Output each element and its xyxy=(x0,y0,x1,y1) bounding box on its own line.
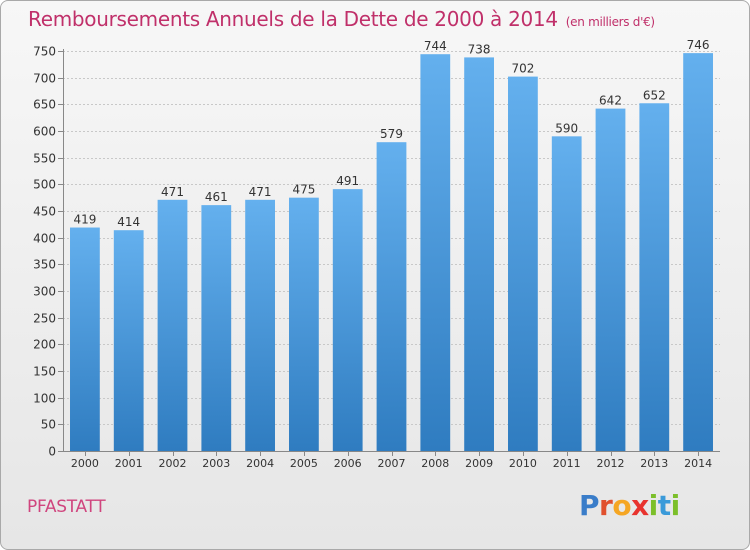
bar xyxy=(420,54,451,451)
x-tick-label: 2014 xyxy=(684,457,712,470)
logo-letter: i xyxy=(670,489,681,522)
x-tick-label: 2002 xyxy=(159,457,187,470)
bar xyxy=(376,142,407,451)
data-label: 471 xyxy=(161,185,184,199)
logo-letter: r xyxy=(599,489,613,522)
commune-name: PFASTATT xyxy=(27,497,106,517)
x-tick-label: 2001 xyxy=(115,457,143,470)
y-tick-label: 150 xyxy=(33,365,56,379)
x-tick-label: 2000 xyxy=(71,457,99,470)
bar xyxy=(113,230,144,451)
y-tick-label: 50 xyxy=(41,418,56,432)
data-label: 414 xyxy=(117,215,140,229)
logo-letter: P xyxy=(579,489,600,522)
x-tick-label: 2005 xyxy=(290,457,318,470)
logo-letter: i xyxy=(648,489,659,522)
y-tick-label: 200 xyxy=(33,338,56,352)
x-tick-label: 2006 xyxy=(334,457,362,470)
data-label: 746 xyxy=(687,38,710,52)
bar xyxy=(464,57,494,452)
x-tick-label: 2011 xyxy=(553,457,581,470)
y-tick-label: 500 xyxy=(33,178,56,192)
x-tick-label: 2003 xyxy=(202,457,230,470)
logo-letter: o xyxy=(612,489,632,522)
y-tick-label: 400 xyxy=(33,232,56,246)
y-tick-label: 550 xyxy=(33,152,56,166)
x-tick-label: 2010 xyxy=(509,457,537,470)
y-tick-label: 600 xyxy=(33,125,56,139)
y-tick-label: 100 xyxy=(33,392,56,406)
x-tick-label: 2012 xyxy=(597,457,625,470)
bar xyxy=(289,197,319,451)
data-label: 702 xyxy=(511,62,534,76)
y-tick-label: 700 xyxy=(33,72,56,86)
x-tick-label: 2008 xyxy=(421,457,449,470)
x-tick-label: 2009 xyxy=(465,457,493,470)
bar xyxy=(70,227,100,451)
data-label: 652 xyxy=(643,88,666,102)
bar xyxy=(683,53,713,452)
logo-letter: t xyxy=(657,489,671,522)
y-tick-label: 0 xyxy=(48,445,56,459)
data-label: 744 xyxy=(424,39,447,53)
bar xyxy=(332,189,363,451)
proxiti-logo: Proxiti xyxy=(579,489,680,522)
y-tick-label: 300 xyxy=(33,285,56,299)
chart-subtitle: (en milliers d'€) xyxy=(565,15,655,29)
chart-title: Remboursements Annuels de la Dette de 20… xyxy=(28,7,655,31)
x-tick-label: 2013 xyxy=(640,457,668,470)
x-tick-label: 2004 xyxy=(246,457,274,470)
bar xyxy=(245,199,275,451)
data-label: 461 xyxy=(205,190,228,204)
bar xyxy=(639,103,670,452)
data-label: 471 xyxy=(249,185,272,199)
bar xyxy=(157,199,188,451)
bar xyxy=(551,136,582,452)
x-tick-label: 2007 xyxy=(378,457,406,470)
y-tick-label: 250 xyxy=(33,312,56,326)
data-label: 579 xyxy=(380,127,403,141)
y-tick-label: 650 xyxy=(33,98,56,112)
chart-title-text: Remboursements Annuels de la Dette de 20… xyxy=(28,7,558,31)
data-label: 491 xyxy=(336,174,359,188)
logo-letter: x xyxy=(631,489,649,522)
bar xyxy=(595,108,626,451)
data-label: 419 xyxy=(73,213,96,227)
data-label: 642 xyxy=(599,94,622,108)
data-label: 738 xyxy=(468,42,491,56)
bar xyxy=(508,76,538,451)
data-label: 475 xyxy=(292,183,315,197)
y-tick-label: 750 xyxy=(33,45,56,59)
bar xyxy=(201,205,232,451)
y-tick-label: 350 xyxy=(33,258,56,272)
y-tick-label: 450 xyxy=(33,205,56,219)
data-label: 590 xyxy=(555,121,578,135)
